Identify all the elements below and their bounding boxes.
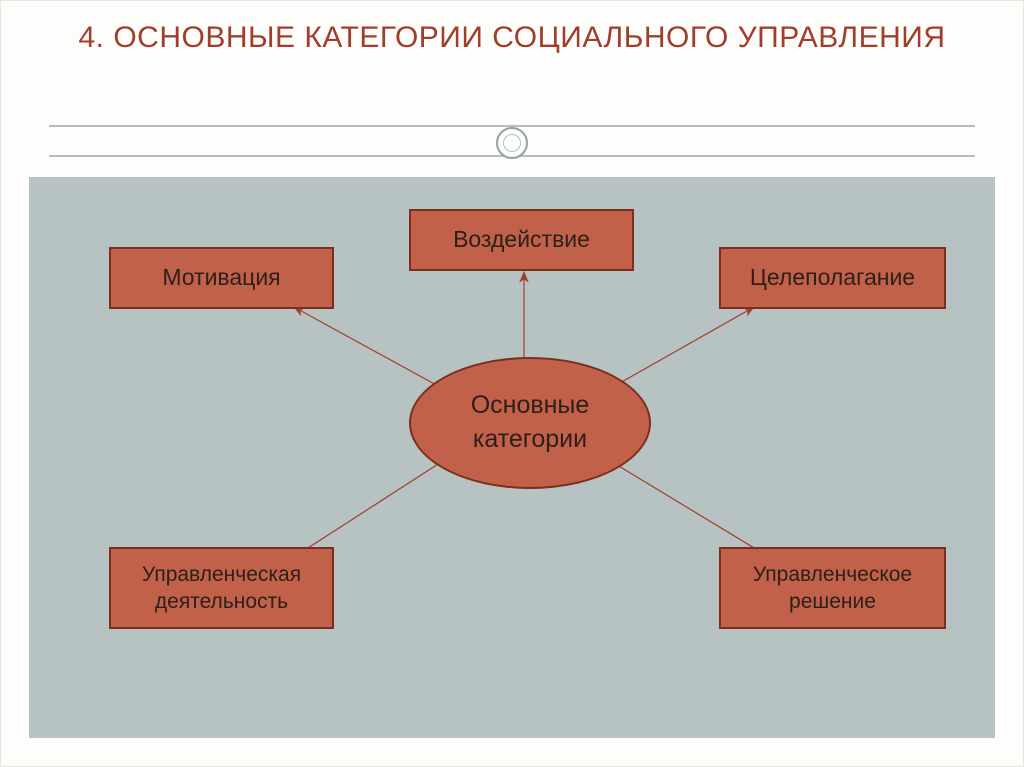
circle-decoration-icon <box>496 127 528 159</box>
diagram-node: Управленческая деятельность <box>109 547 334 629</box>
center-node-label: Основные категории <box>411 389 649 457</box>
diagram-edge <box>604 307 754 392</box>
diagram-node: Управленческое решение <box>719 547 946 629</box>
diagram-node-label: Управленческое решение <box>721 561 944 616</box>
slide-title-wrap: 4. ОСНОВНЫЕ КАТЕГОРИИ СОЦИАЛЬНОГО УПРАВЛ… <box>1 19 1023 57</box>
diagram-node: Целеполагание <box>719 247 946 309</box>
slide: 4. ОСНОВНЫЕ КАТЕГОРИИ СОЦИАЛЬНОГО УПРАВЛ… <box>0 0 1024 767</box>
diagram-node: Воздействие <box>409 209 634 271</box>
center-node: Основные категории <box>409 357 651 489</box>
diagram-edge <box>294 457 449 557</box>
diagram-edge <box>294 307 449 392</box>
diagram-node-label: Целеполагание <box>750 263 915 293</box>
diagram-area: Основные категории Мотивация Воздействие Ц… <box>29 177 995 738</box>
diagram-node-label: Мотивация <box>162 263 280 293</box>
slide-title: 4. ОСНОВНЫЕ КАТЕГОРИИ СОЦИАЛЬНОГО УПРАВЛ… <box>1 19 1023 57</box>
diagram-node: Мотивация <box>109 247 334 309</box>
diagram-node-label: Управленческая деятельность <box>111 561 332 616</box>
diagram-node-label: Воздействие <box>453 225 590 255</box>
diagram-edge <box>604 457 769 557</box>
